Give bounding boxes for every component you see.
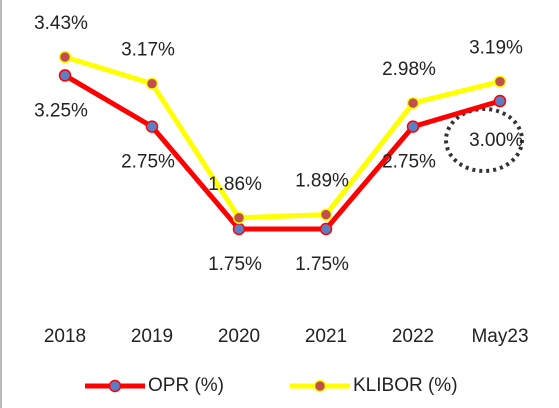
data-point (493, 94, 507, 108)
data-point (319, 208, 333, 221)
legend-label: OPR (%) (148, 375, 224, 396)
data-label: 2.75% (382, 152, 436, 173)
data-point (58, 50, 72, 64)
data-point (406, 96, 420, 110)
legend-marker (313, 379, 327, 393)
data-point (232, 222, 246, 236)
x-tick-label: 2019 (131, 326, 173, 347)
x-tick-label: 2020 (218, 326, 260, 347)
data-label: 3.17% (121, 40, 175, 61)
data-point (493, 75, 507, 88)
series-line (63, 73, 501, 232)
x-tick-label: May23 (471, 326, 528, 347)
data-label: 1.89% (295, 171, 349, 192)
data-label: 2.98% (382, 59, 436, 80)
data-label: 3.19% (469, 38, 523, 59)
data-point (145, 77, 159, 90)
data-label: 2.75% (121, 152, 175, 173)
legend-marker (108, 379, 122, 393)
data-point (145, 120, 159, 133)
data-point (232, 211, 246, 224)
data-label: 3.25% (34, 100, 88, 121)
series-line (64, 54, 501, 221)
data-label: 3.43% (34, 13, 88, 34)
x-tick-label: 2018 (44, 326, 86, 347)
data-label: 1.75% (295, 254, 349, 275)
data-point (406, 120, 420, 133)
data-label: 1.86% (208, 174, 262, 195)
data-label: 3.00% (469, 130, 523, 151)
data-point (319, 222, 333, 236)
highlight-circle (444, 107, 524, 173)
x-tick-label: 2022 (392, 326, 434, 347)
data-label: 1.75% (208, 254, 262, 275)
data-point (58, 69, 72, 82)
x-tick-label: 2021 (305, 326, 347, 347)
legend-label: KLIBOR (%) (353, 375, 458, 396)
